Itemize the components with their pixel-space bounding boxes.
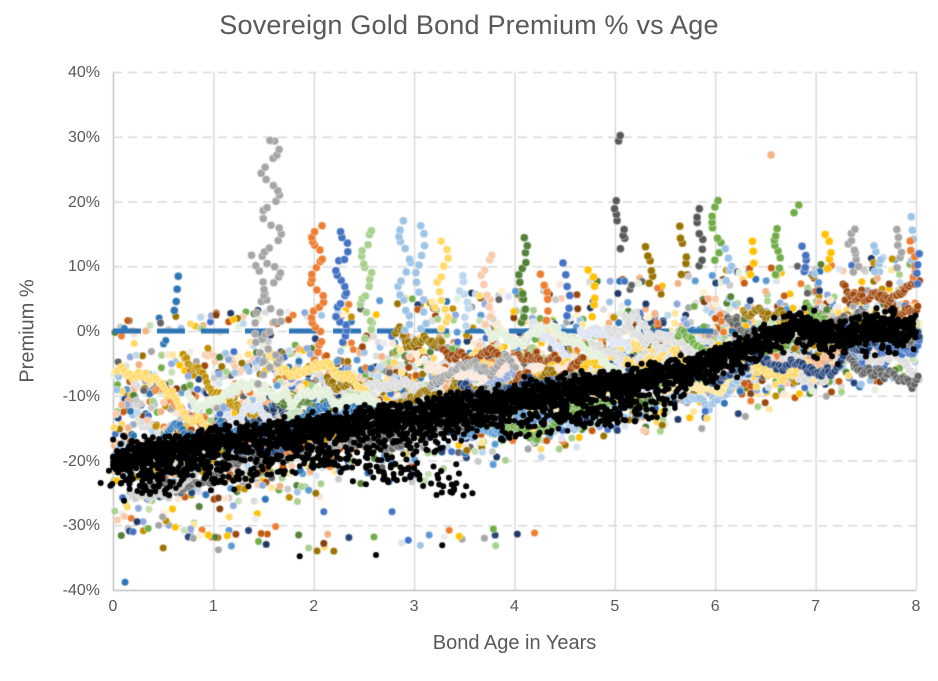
y-tick-label: -10% [62, 387, 100, 405]
x-axis-title: Bond Age in Years [432, 632, 597, 654]
y-tick-label: 20% [67, 193, 100, 211]
y-tick-label: -20% [62, 452, 100, 470]
x-tick-label: 5 [610, 598, 620, 615]
x-tick-label: 6 [710, 598, 720, 615]
x-tick-label: 0 [108, 598, 118, 615]
y-tick-label: 40% [67, 64, 100, 81]
x-tick-label: 2 [309, 598, 319, 615]
x-tick-label: 7 [811, 598, 821, 615]
y-tick-label: -30% [62, 517, 100, 535]
chart-title: Sovereign Gold Bond Premium % vs Age [219, 10, 719, 40]
x-tick-label: 8 [911, 598, 921, 615]
y-tick-label: -40% [62, 582, 100, 599]
x-tick-label: 4 [510, 598, 519, 615]
y-tick-label: 10% [67, 258, 100, 276]
y-tick-label: 30% [67, 128, 100, 146]
x-tick-label: 3 [409, 598, 419, 615]
y-tick-label: 0% [76, 323, 100, 340]
x-tick-label: 1 [208, 598, 218, 615]
